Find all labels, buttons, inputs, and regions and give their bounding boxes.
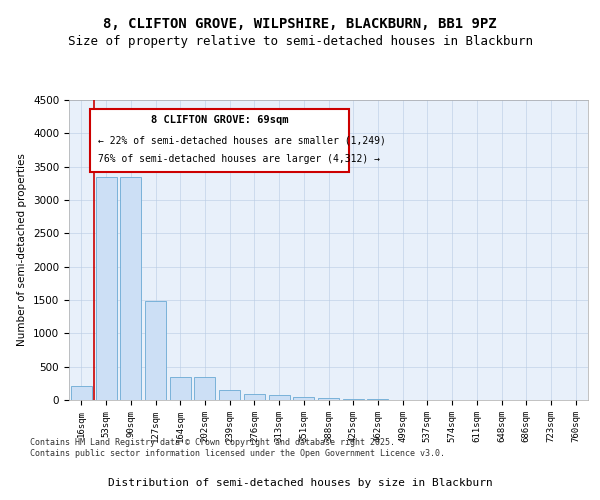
Text: Contains HM Land Registry data © Crown copyright and database right 2025.
Contai: Contains HM Land Registry data © Crown c… <box>30 438 445 458</box>
FancyBboxPatch shape <box>90 109 349 172</box>
Text: Distribution of semi-detached houses by size in Blackburn: Distribution of semi-detached houses by … <box>107 478 493 488</box>
Bar <box>343 399 364 400</box>
Bar <box>269 396 290 400</box>
Bar <box>71 386 92 400</box>
Bar <box>293 397 314 400</box>
Bar <box>318 398 339 400</box>
Bar <box>244 394 265 400</box>
Y-axis label: Number of semi-detached properties: Number of semi-detached properties <box>17 154 28 346</box>
Text: 8 CLIFTON GROVE: 69sqm: 8 CLIFTON GROVE: 69sqm <box>151 116 288 126</box>
Text: Size of property relative to semi-detached houses in Blackburn: Size of property relative to semi-detach… <box>67 35 533 48</box>
Bar <box>120 178 141 400</box>
Bar <box>170 376 191 400</box>
Text: 8, CLIFTON GROVE, WILPSHIRE, BLACKBURN, BB1 9PZ: 8, CLIFTON GROVE, WILPSHIRE, BLACKBURN, … <box>103 18 497 32</box>
Text: ← 22% of semi-detached houses are smaller (1,249): ← 22% of semi-detached houses are smalle… <box>98 136 385 145</box>
Bar <box>219 390 240 400</box>
Bar <box>145 300 166 400</box>
Bar <box>95 178 116 400</box>
Text: 76% of semi-detached houses are larger (4,312) →: 76% of semi-detached houses are larger (… <box>98 154 380 164</box>
Bar <box>194 378 215 400</box>
